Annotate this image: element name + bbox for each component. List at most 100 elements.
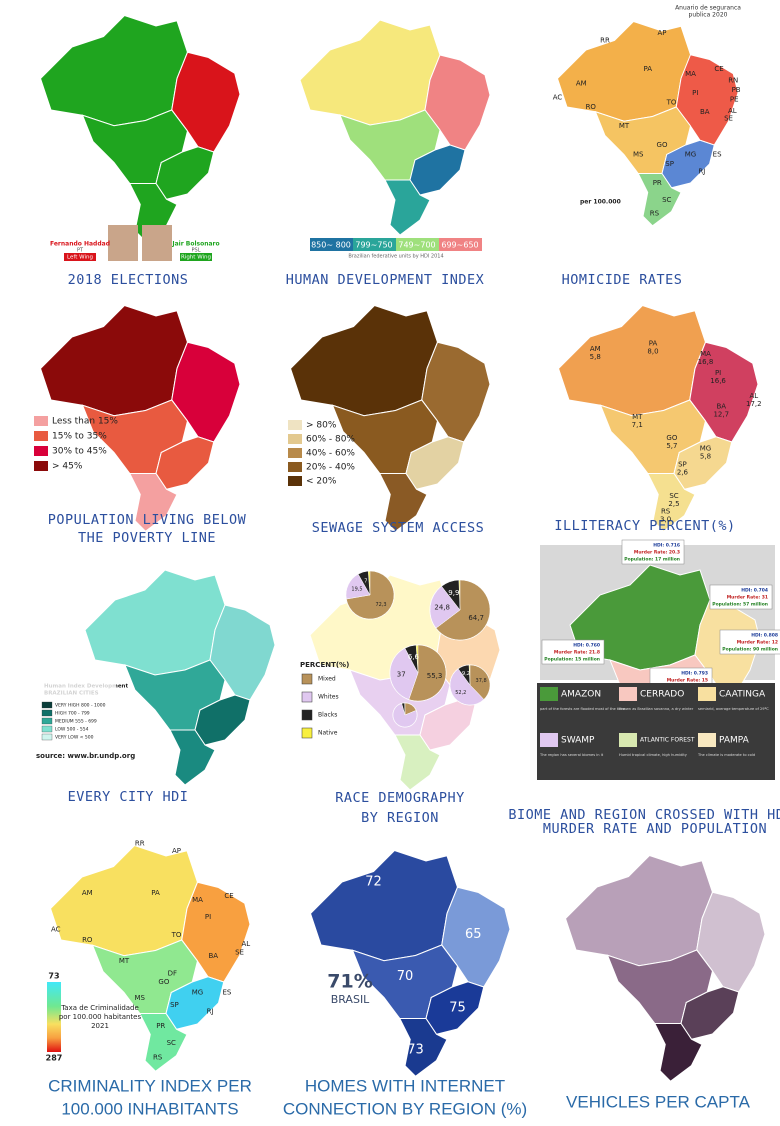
caption: HOMICIDE RATES bbox=[562, 272, 683, 288]
biome-text: semiarid, average temperature of 29ºC bbox=[698, 707, 769, 711]
region-value: 72 bbox=[365, 875, 382, 890]
info-line: Murder Rate: 20.3 bbox=[634, 550, 680, 556]
state-label: AL bbox=[241, 940, 250, 948]
region bbox=[405, 436, 465, 490]
state-label: SP bbox=[665, 160, 674, 168]
info-line: HDI: 0.808 bbox=[751, 633, 778, 639]
legend-label: < 20% bbox=[306, 477, 337, 487]
scale-label: 73 bbox=[48, 972, 59, 981]
legend-label: 699~650 bbox=[441, 241, 478, 250]
caption: THE POVERTY LINE bbox=[78, 530, 216, 546]
state-label: RS bbox=[650, 209, 660, 217]
state-label: PI bbox=[205, 913, 211, 921]
candidate-photo bbox=[108, 225, 138, 261]
content: 2018 ELECTIONS HUMAN DEVELOPMENT INDEX HOM… bbox=[34, 5, 780, 1118]
legend-label: Whites bbox=[318, 694, 339, 701]
legend-swatch bbox=[288, 434, 302, 444]
caption: POPULATION LIVING BELOW bbox=[48, 512, 247, 528]
state-label: PA bbox=[151, 889, 160, 897]
legend-label: 20% - 40% bbox=[306, 463, 355, 473]
caption: SEWAGE SYSTEM ACCESS bbox=[312, 520, 485, 536]
state-label: RR bbox=[600, 37, 610, 45]
legend-label: Native bbox=[318, 730, 338, 737]
region bbox=[653, 1022, 703, 1082]
pie-label: 6,6 bbox=[408, 653, 420, 661]
state-label: PR bbox=[156, 1022, 165, 1030]
state-label: TO bbox=[171, 931, 182, 939]
info-box bbox=[621, 539, 685, 565]
state-label: PE bbox=[730, 95, 739, 103]
legend-swatch bbox=[34, 431, 48, 441]
state-label: RO bbox=[82, 936, 93, 944]
pie-label: 37 bbox=[397, 670, 406, 678]
state-label: GO bbox=[657, 141, 668, 149]
info-line: HDI: 0.793 bbox=[681, 671, 708, 677]
state-label: AC bbox=[51, 926, 61, 934]
region-value: 75 bbox=[449, 1001, 466, 1016]
wing-badge bbox=[64, 253, 96, 261]
legend-swatch bbox=[310, 238, 353, 251]
caption: BIOME AND REGION CROSSED WITH HDI, bbox=[508, 807, 780, 823]
legend-label: HIGH 700 - 799 bbox=[55, 711, 90, 717]
state-label: AL bbox=[728, 107, 737, 115]
info-box bbox=[709, 584, 773, 610]
state-label: SC bbox=[669, 492, 678, 500]
state-label: ES bbox=[713, 151, 722, 159]
region bbox=[39, 304, 189, 417]
region bbox=[637, 173, 682, 227]
region bbox=[384, 179, 431, 236]
caption: 100.000 INHABITANTS bbox=[61, 1099, 238, 1118]
caption: VEHICLES PER CAPTA bbox=[566, 1092, 751, 1111]
state-value: 5,7 bbox=[666, 442, 677, 450]
legend-swatch bbox=[34, 461, 48, 471]
region bbox=[194, 694, 251, 746]
region bbox=[84, 569, 226, 676]
state-label: GO bbox=[666, 434, 677, 442]
pie-slice bbox=[441, 579, 461, 611]
state-label: MG bbox=[685, 151, 696, 159]
info-line: HDI: 0.716 bbox=[653, 543, 680, 549]
info-box bbox=[541, 639, 605, 665]
region bbox=[409, 144, 466, 196]
legend-swatch bbox=[288, 476, 302, 486]
legend-swatch bbox=[41, 733, 53, 741]
biome-text: Known as Brazilian savanna, a dry winter bbox=[619, 707, 694, 711]
pie-slice bbox=[389, 647, 419, 700]
unit: per 100.000 bbox=[580, 199, 621, 206]
legend-title: por 100.000 habitantes bbox=[59, 1013, 142, 1021]
state-label: MT bbox=[619, 122, 630, 130]
state-label: RJ bbox=[207, 1007, 214, 1015]
legend-title: 2021 bbox=[91, 1022, 109, 1030]
legend-swatch bbox=[41, 701, 53, 709]
region bbox=[425, 981, 485, 1035]
state-label: MA bbox=[192, 896, 203, 904]
map bbox=[556, 20, 739, 227]
region bbox=[564, 854, 714, 967]
caption: RACE DEMOGRAPHY bbox=[335, 790, 464, 806]
legend-label: 60% - 80% bbox=[306, 435, 355, 445]
biome-swatch bbox=[619, 733, 637, 747]
state-label: PI bbox=[692, 89, 698, 97]
state-label: SE bbox=[235, 949, 244, 957]
state-value: 16,8 bbox=[698, 358, 714, 366]
state-label: MT bbox=[632, 413, 643, 421]
pie-label: 7 bbox=[364, 579, 367, 585]
info-line: Murder Rate: 12 bbox=[737, 640, 778, 646]
biome-text: The climate is moderate to cold bbox=[697, 753, 755, 757]
state-value: 2,6 bbox=[677, 468, 689, 476]
region bbox=[299, 19, 441, 126]
wing-badge bbox=[180, 253, 212, 261]
legend-swatch bbox=[396, 238, 439, 251]
caption: HUMAN DEVELOPMENT INDEX bbox=[286, 272, 484, 288]
map bbox=[39, 304, 241, 532]
region bbox=[165, 976, 225, 1030]
legend-swatch bbox=[288, 462, 302, 472]
pie-label: 37,8 bbox=[476, 678, 487, 684]
state-label: SP bbox=[678, 460, 687, 468]
legend-swatch bbox=[439, 238, 482, 251]
biome-swatch bbox=[619, 687, 637, 701]
state-value: 8,0 bbox=[647, 348, 658, 356]
map bbox=[289, 304, 491, 532]
state-label: RR bbox=[135, 839, 145, 847]
legend-swatch bbox=[288, 448, 302, 458]
